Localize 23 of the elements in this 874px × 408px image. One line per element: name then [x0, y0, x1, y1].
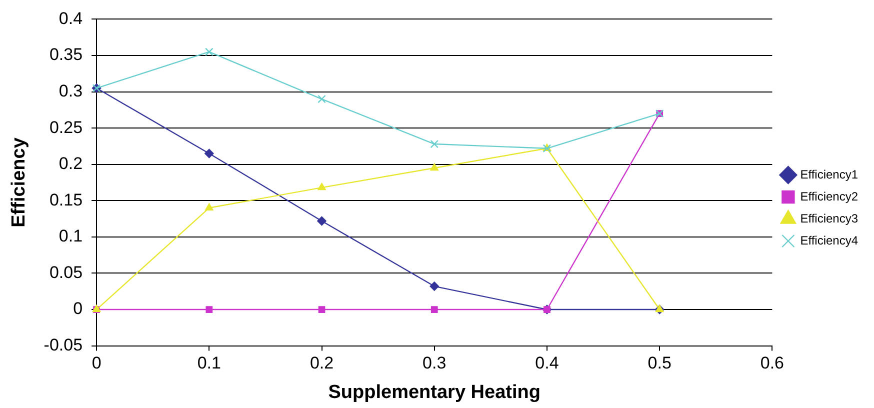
x-tick-label: 0.6	[760, 354, 784, 373]
x-tick-label: 0.2	[310, 354, 334, 373]
y-tick-label: 0.25	[49, 118, 83, 137]
y-tick-label: 0	[73, 299, 83, 318]
y-tick-label: 0.4	[58, 8, 83, 28]
y-tick-label: 0.2	[58, 154, 83, 174]
x-tick-label: 0.3	[422, 354, 446, 373]
legend-label: Efficiency4	[800, 233, 858, 248]
legend-label: Efficiency2	[800, 189, 858, 204]
y-tick-label: 0.15	[49, 190, 83, 210]
x-tick-label: 0.1	[197, 354, 221, 373]
x-axis-title: Supplementary Heating	[328, 382, 540, 403]
x-tick-label: 0.5	[648, 354, 672, 373]
y-axis-title: Efficiency	[8, 137, 30, 228]
y-tick-label: -0.05	[44, 335, 83, 354]
y-tick-label: 0.3	[58, 81, 83, 100]
y-tick-label: 0.1	[58, 226, 83, 246]
y-tick-label: 0.35	[49, 45, 83, 64]
legend-label: Efficiency1	[800, 167, 858, 182]
x-tick-label: 0.4	[535, 354, 559, 373]
legend-label: Efficiency3	[800, 211, 858, 226]
y-tick-label: 0.05	[49, 262, 83, 282]
x-tick-label: 0	[92, 354, 102, 373]
